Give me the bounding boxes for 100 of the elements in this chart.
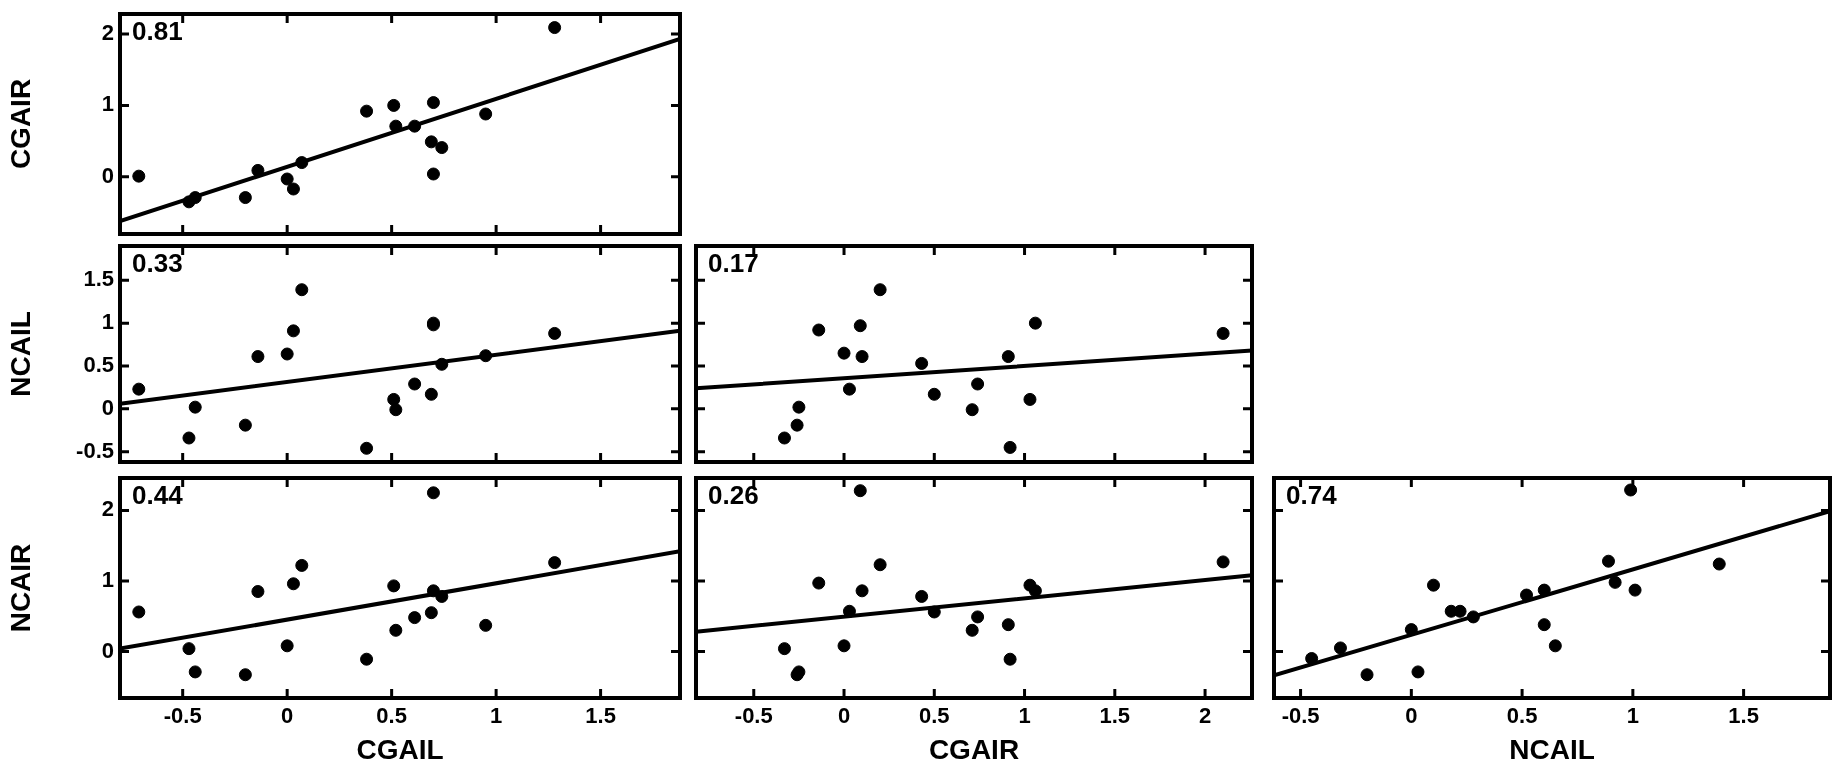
point xyxy=(1003,440,1017,454)
x-tick-label: 1 xyxy=(1626,703,1639,729)
point xyxy=(1426,578,1440,592)
point xyxy=(971,610,985,624)
point xyxy=(548,556,562,570)
x-tick-label: -0.5 xyxy=(163,703,202,729)
point xyxy=(132,382,146,396)
y-tick-label: 1.5 xyxy=(83,266,114,292)
point xyxy=(927,387,941,401)
point xyxy=(812,323,826,337)
point xyxy=(1453,604,1467,618)
point xyxy=(1466,610,1480,624)
point xyxy=(1216,555,1230,569)
x-tick-label: 1.5 xyxy=(585,703,616,729)
point xyxy=(1548,639,1562,653)
point xyxy=(915,589,929,603)
point xyxy=(132,605,146,619)
point xyxy=(408,611,422,625)
point xyxy=(389,403,403,417)
point xyxy=(855,584,869,598)
point xyxy=(1624,483,1638,497)
x-tick-label: 0.5 xyxy=(1506,703,1538,729)
x-tick-label: 0.5 xyxy=(376,703,407,729)
x-tick-label: -0.5 xyxy=(734,703,773,729)
point xyxy=(251,585,265,599)
point xyxy=(1001,618,1015,632)
point xyxy=(837,639,851,653)
x-tick-label: 1 xyxy=(489,703,503,729)
x-tick-label: 0.5 xyxy=(918,703,950,729)
point xyxy=(238,668,252,682)
x-axis-title: NCAIL xyxy=(1509,733,1595,765)
annotation: 0.17 xyxy=(708,248,759,279)
point xyxy=(927,605,941,619)
point xyxy=(842,382,856,396)
point xyxy=(1712,557,1726,571)
point xyxy=(1601,554,1615,568)
annotation: 0.26 xyxy=(708,480,759,511)
y-tick-label: 1 xyxy=(101,91,114,117)
point xyxy=(873,283,887,297)
point xyxy=(1028,316,1042,330)
point xyxy=(251,350,265,364)
point xyxy=(1537,583,1551,597)
x-tick-label: 0 xyxy=(837,703,851,729)
point xyxy=(188,191,202,205)
y-axis-title: NCAIL xyxy=(4,311,36,397)
point xyxy=(1520,588,1534,602)
point xyxy=(1411,665,1425,679)
x-tick-label: -0.5 xyxy=(1281,703,1320,729)
point xyxy=(295,156,309,170)
y-tick-label: 0 xyxy=(101,394,114,420)
point xyxy=(280,639,294,653)
y-tick-label: 1 xyxy=(101,309,114,335)
point xyxy=(1628,583,1642,597)
point xyxy=(389,119,403,133)
point xyxy=(479,618,493,632)
point xyxy=(1216,326,1230,340)
point xyxy=(435,357,449,371)
point xyxy=(280,172,294,186)
y-axis-title: NCAIR xyxy=(4,543,36,633)
point xyxy=(837,346,851,360)
point xyxy=(1028,584,1042,598)
point xyxy=(1305,652,1319,666)
point xyxy=(1537,618,1551,632)
point xyxy=(790,418,804,432)
x-tick-label: 0 xyxy=(1405,703,1418,729)
x-tick-label: 1.5 xyxy=(1728,703,1759,729)
y-tick-label: 0.5 xyxy=(83,352,114,378)
point xyxy=(387,98,401,112)
point xyxy=(387,392,401,406)
point xyxy=(408,119,422,133)
point xyxy=(915,356,929,370)
point xyxy=(971,377,985,391)
annotation: 0.33 xyxy=(132,248,183,279)
x-axis-title: CGAIL xyxy=(356,733,444,765)
annotation: 0.74 xyxy=(1286,480,1338,511)
point xyxy=(777,642,791,656)
point xyxy=(1360,668,1374,682)
point xyxy=(286,577,300,591)
point xyxy=(479,107,493,121)
point xyxy=(424,606,438,620)
point xyxy=(132,169,146,183)
point xyxy=(1333,641,1347,655)
point xyxy=(238,418,252,432)
point xyxy=(853,484,867,498)
x-tick-label: 1.5 xyxy=(1099,703,1131,729)
point xyxy=(182,642,196,656)
y-tick-label: -0.5 xyxy=(76,437,114,463)
x-tick-label: 2 xyxy=(1198,703,1212,729)
point xyxy=(1608,575,1622,589)
y-tick-label: 1 xyxy=(101,567,114,593)
point xyxy=(286,182,300,196)
point xyxy=(360,441,374,455)
point xyxy=(435,141,449,155)
point xyxy=(777,431,791,445)
point xyxy=(426,486,440,500)
point xyxy=(188,665,202,679)
x-tick-label: 1 xyxy=(1018,703,1031,729)
point xyxy=(965,403,979,417)
point xyxy=(286,324,300,338)
annotation: 0.81 xyxy=(132,16,183,47)
